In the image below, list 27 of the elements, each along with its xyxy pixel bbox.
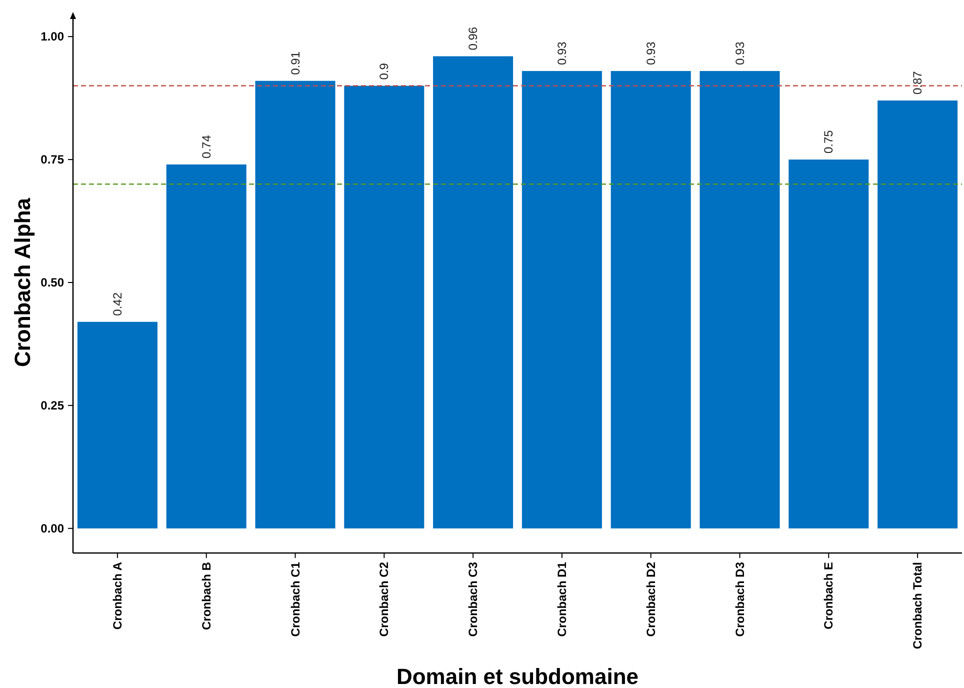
x-axis-title: Domain et subdomaine <box>396 664 639 688</box>
x-tick-label: Cronbach D2 <box>644 562 658 637</box>
data-label: 0.87 <box>910 70 925 95</box>
y-tick-label: 0.00 <box>40 521 64 536</box>
y-tick-label: 0.75 <box>40 152 64 167</box>
data-label: 0.91 <box>288 51 302 75</box>
data-label: 0.42 <box>110 292 124 316</box>
data-label: 0.93 <box>644 41 658 66</box>
data-label: 0.9 <box>377 62 392 80</box>
y-tick-label: 0.25 <box>40 398 64 412</box>
x-tick-label: Cronbach Total <box>910 562 925 650</box>
data-label: 0.75 <box>822 130 836 154</box>
y-tick-label: 0.50 <box>40 276 64 290</box>
x-tick-label: Cronbach D1 <box>554 562 569 637</box>
x-tick-label: Cronbach E <box>822 562 836 630</box>
x-tick-label: Cronbach A <box>110 562 124 630</box>
y-axis-title: Cronbach Alpha <box>10 197 35 368</box>
data-label: 0.93 <box>554 41 569 66</box>
y-tick-label: 1.00 <box>40 30 64 44</box>
data-label: 0.96 <box>466 26 480 50</box>
x-tick-label: Cronbach B <box>199 562 214 630</box>
data-label: 0.93 <box>732 41 747 66</box>
x-tick-label: Cronbach C1 <box>288 562 302 637</box>
x-tick-label: Cronbach D3 <box>732 562 747 637</box>
data-label: 0.74 <box>199 134 214 158</box>
x-tick-label: Cronbach C2 <box>377 562 392 637</box>
x-tick-label: Cronbach C3 <box>466 562 480 637</box>
